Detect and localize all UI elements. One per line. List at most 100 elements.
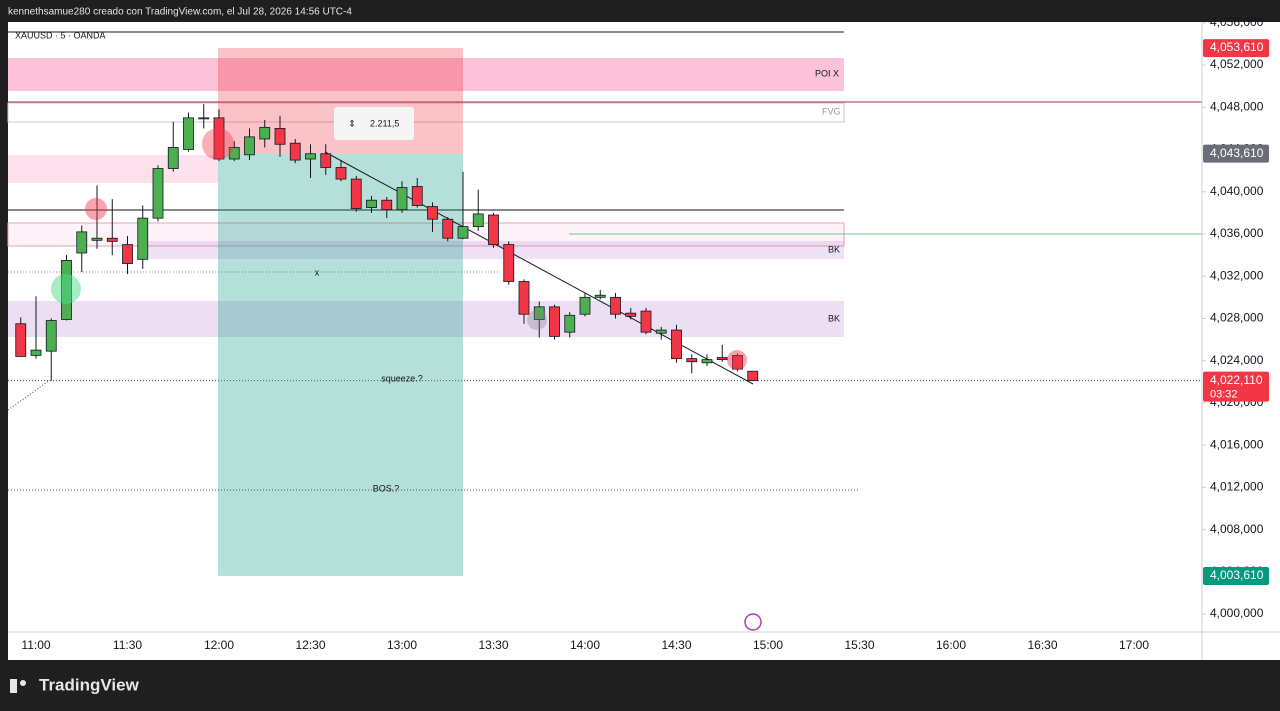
axes: 4,056,0004,052,0004,048,0004,044,0004,04… — [21, 15, 1269, 652]
y-tick-label: 4,048,000 — [1210, 99, 1264, 113]
countdown: 03:32 — [1210, 389, 1238, 401]
y-tick-label: 4,016,000 — [1210, 437, 1264, 451]
candle-body — [625, 312, 637, 317]
candle-body — [747, 370, 759, 382]
x-tick-label: 12:00 — [204, 638, 234, 652]
candle-body — [472, 213, 484, 228]
x-tick-label: 12:30 — [295, 638, 325, 652]
poi-zone — [8, 58, 844, 91]
price-label: 4,003,610 — [1210, 568, 1264, 582]
candle-body — [640, 310, 652, 333]
candle-body — [549, 306, 560, 337]
candle-body — [45, 320, 57, 352]
annotation: BK — [828, 313, 840, 323]
target-zone — [218, 153, 463, 576]
annotation: BOS.? — [373, 483, 400, 493]
y-tick-label: 4,032,000 — [1210, 268, 1264, 282]
marker — [202, 128, 234, 160]
candle-body — [106, 237, 118, 242]
price-label-box — [1203, 144, 1269, 163]
candle-body — [610, 296, 621, 315]
candle-body — [259, 126, 271, 140]
candle-body — [320, 153, 332, 168]
candle-body — [366, 199, 377, 208]
candle-body — [122, 244, 133, 264]
candle-body — [381, 199, 393, 211]
header: kennethsamue280 creado con TradingView.c… — [8, 7, 352, 18]
price-label-box — [1203, 371, 1269, 402]
price-label: 4,022,110 — [1210, 373, 1263, 387]
x-tick-label: 16:00 — [936, 638, 966, 652]
alert-icon[interactable] — [744, 613, 762, 631]
x-tick-label: 11:30 — [113, 638, 142, 652]
candle-body — [579, 296, 591, 315]
x-tick-label: 11:00 — [21, 638, 50, 652]
candle-body — [152, 168, 164, 219]
plot — [15, 104, 759, 382]
y-tick-label: 4,040,000 — [1210, 184, 1264, 198]
x-tick-label: 15:30 — [844, 638, 874, 652]
candle-body — [427, 206, 438, 220]
candle-body — [289, 142, 301, 161]
candle-body — [518, 281, 530, 315]
y-tick-label: 4,012,000 — [1210, 480, 1264, 494]
candle-body — [533, 306, 545, 320]
price-label: 4,043,610 — [1210, 146, 1264, 160]
bk-zone — [148, 241, 844, 259]
candle-body — [594, 294, 606, 298]
candle-body — [305, 153, 316, 160]
zone — [8, 155, 218, 183]
candle-body — [396, 187, 408, 211]
candle-body — [167, 147, 179, 169]
candle-body — [655, 329, 667, 334]
price-label-box — [1203, 566, 1269, 585]
candle-body — [457, 226, 469, 239]
y-tick-label: 4,036,000 — [1210, 226, 1264, 240]
candle-body — [350, 178, 362, 210]
y-tick-label: 4,052,000 — [1210, 57, 1264, 71]
logo-mark — [20, 680, 26, 686]
annotation: BK — [828, 244, 840, 254]
zone — [7, 222, 845, 247]
x-tick-label: 16:30 — [1027, 638, 1057, 652]
x-tick-label: 13:30 — [478, 638, 508, 652]
candle-body — [15, 323, 27, 357]
measure-icon: ⇕ — [348, 118, 356, 128]
candle-body — [91, 237, 103, 241]
y-tick-label: 4,008,000 — [1210, 522, 1264, 536]
y-tick-label: 4,056,000 — [1210, 15, 1264, 29]
candle-body — [716, 357, 728, 361]
price-label: 4,053,610 — [1210, 40, 1264, 54]
marker — [51, 274, 81, 304]
candle-body — [686, 358, 698, 363]
annotation: POI X — [815, 68, 839, 78]
candle-body — [244, 136, 255, 156]
candle-body — [228, 147, 240, 160]
x-tick-label: 14:00 — [570, 638, 600, 652]
candle-body — [488, 214, 499, 245]
candle-body — [671, 329, 682, 359]
candle-body — [335, 167, 347, 180]
logo-mark — [10, 679, 17, 693]
annotation: 2.211,5 — [370, 118, 399, 128]
candle-body — [30, 349, 42, 356]
candle-body — [76, 231, 88, 254]
annotation: FVG — [822, 106, 841, 116]
marker — [85, 198, 107, 220]
footer-logo: TradingView — [39, 675, 140, 694]
price-label-box — [1203, 39, 1269, 58]
y-tick-label: 4,000,000 — [1210, 606, 1264, 620]
annotation: x — [315, 267, 320, 277]
candle-body — [411, 186, 423, 206]
candle-body — [503, 244, 515, 282]
bk-zone — [8, 301, 844, 337]
marker — [727, 350, 747, 370]
candle-body — [274, 128, 286, 145]
candle-body — [213, 117, 225, 160]
y-tick-label: 4,024,000 — [1210, 353, 1264, 367]
candle-body — [137, 217, 149, 260]
candle-body — [701, 359, 713, 364]
x-tick-label: 13:00 — [387, 638, 417, 652]
